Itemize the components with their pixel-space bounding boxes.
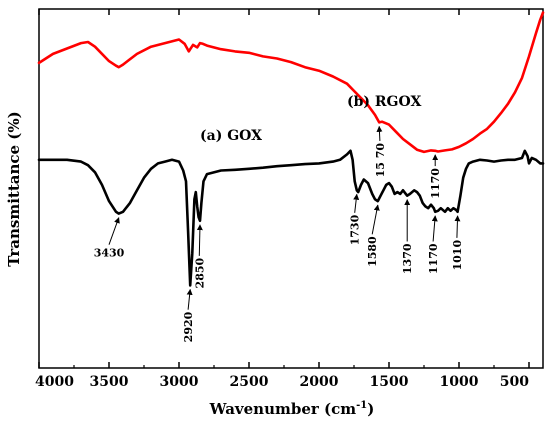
peak-annotation-gox-1580: 1580 (366, 204, 380, 267)
x-axis-title: Wavenumber (cm-1) (209, 400, 375, 418)
annotation-arrow (196, 224, 203, 256)
peak-annotation-rgox-1170: 1170 (429, 154, 442, 199)
peak-annotation-gox-1010: 1010 (451, 215, 464, 271)
series-label-gox: (a) GOX (200, 128, 262, 144)
x-tick-label: 500 (500, 374, 529, 390)
x-tick-label: 1500 (370, 374, 409, 390)
x-tick-label: 3000 (160, 374, 199, 390)
x-axis-title-main: Wavenumber (cm (209, 400, 357, 418)
annotation-arrow (186, 288, 193, 310)
annotation-label: 1010 (451, 240, 464, 271)
peak-annotation-gox-2920: 2920 (182, 288, 195, 342)
x-tick-label: 3500 (90, 374, 129, 390)
y-axis-title: Transmittance (%) (5, 111, 23, 266)
annotation-layer: 3430 2920 2850 1730 1580 1370 1170 1010 15 70 117… (94, 125, 464, 342)
annotation-arrow (353, 193, 360, 213)
x-axis-ticks: 4000 3500 3000 2500 2000 1500 1000 500 (35, 9, 530, 390)
x-tick-label: 2000 (300, 374, 339, 390)
annotation-label: 1580 (366, 236, 379, 267)
annotation-arrow (108, 217, 120, 245)
annotation-label: 2850 (193, 258, 206, 289)
peak-annotation-rgox-15-70: 15 70 (374, 125, 387, 178)
annotation-arrow (376, 125, 383, 141)
annotation-arrow (371, 204, 380, 235)
series-layer (37, 11, 545, 287)
annotation-label: 3430 (94, 247, 125, 260)
peak-annotation-gox-1730: 1730 (349, 193, 362, 245)
series-label-rgox: (b) RGOX (347, 94, 421, 110)
peak-annotation-gox-1370: 1370 (401, 199, 414, 274)
peak-annotation-gox-3430: 3430 (94, 217, 125, 260)
x-axis-title-end: ) (367, 400, 374, 418)
annotation-label: 1170 (427, 243, 440, 274)
x-tick-label: 4000 (35, 374, 74, 390)
peak-annotation-gox-2850: 2850 (193, 224, 206, 289)
series-labels: (b) RGOX (a) GOX (200, 94, 421, 144)
annotation-arrow (431, 215, 438, 242)
peak-annotation-gox-1170: 1170 (427, 215, 440, 274)
annotation-label: 1370 (401, 243, 414, 274)
x-tick-label: 2500 (230, 374, 269, 390)
series-line-rgox (37, 11, 545, 154)
x-tick-label: 1000 (440, 374, 479, 390)
plot-frame (38, 8, 544, 369)
annotation-label: 1730 (349, 214, 362, 245)
annotation-label: 1170 (429, 168, 442, 199)
annotation-label: 15 70 (374, 143, 387, 178)
x-axis-title-sup: -1 (356, 400, 367, 411)
annotation-label: 2920 (182, 311, 195, 342)
series-line-gox (37, 149, 545, 287)
annotation-arrow (454, 215, 461, 238)
